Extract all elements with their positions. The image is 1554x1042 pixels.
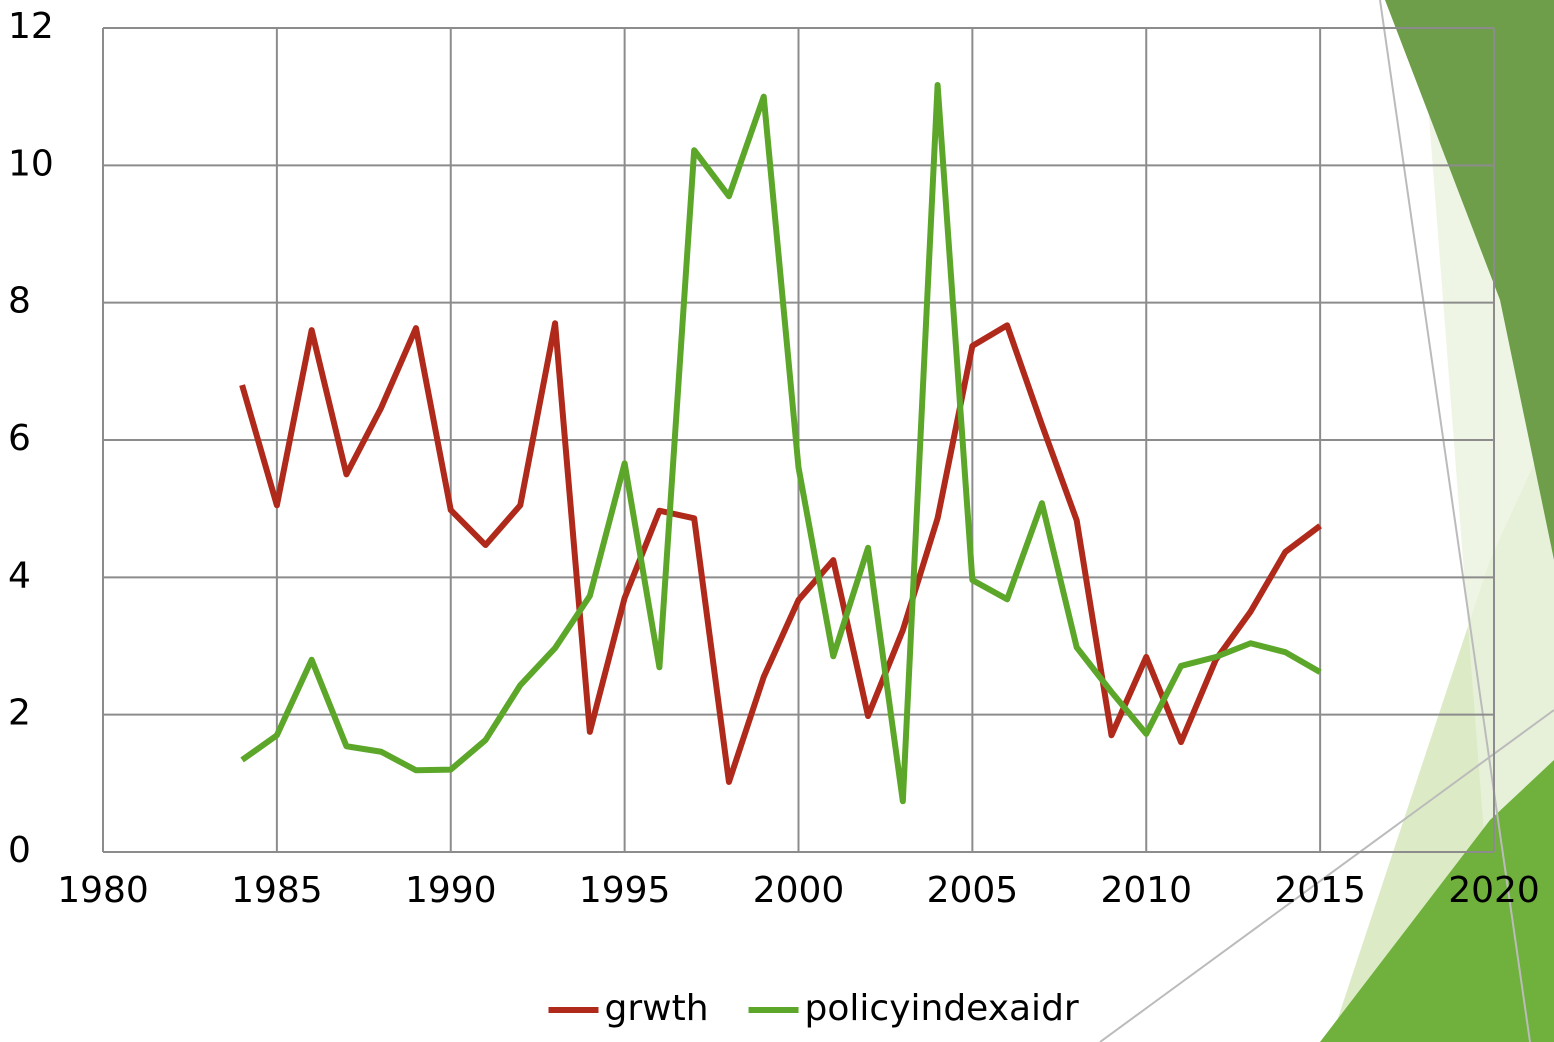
x-tick-label: 2020 — [1448, 870, 1540, 911]
y-tick-label: 12 — [8, 6, 54, 47]
decoration — [1099, 0, 1554, 1042]
y-tick-label: 4 — [8, 555, 31, 596]
y-tick-label: 10 — [8, 143, 54, 184]
legend-label: policyindexaidr — [805, 988, 1079, 1029]
series-line — [239, 320, 1322, 785]
y-tick-label: 8 — [8, 281, 31, 322]
legend-label: grwth — [605, 988, 709, 1029]
deco-shape — [1320, 760, 1554, 1042]
deco-shape — [1385, 0, 1554, 560]
x-tick-label: 2005 — [927, 870, 1019, 911]
x-tick-label: 2000 — [753, 870, 845, 911]
x-tick-label: 1990 — [405, 870, 497, 911]
y-tick-label: 2 — [8, 693, 31, 734]
deco-line — [1379, 0, 1531, 1042]
x-tick-label: 2010 — [1100, 870, 1192, 911]
y-tick-label: 6 — [8, 418, 31, 459]
series-line — [240, 81, 1322, 805]
x-tick-label: 1995 — [579, 870, 671, 911]
y-tick-label: 0 — [8, 830, 31, 871]
x-tick-label: 1985 — [231, 870, 323, 911]
deco-line — [1099, 709, 1554, 1042]
x-tick-label: 1980 — [57, 870, 149, 911]
x-tick-label: 2015 — [1274, 870, 1366, 911]
